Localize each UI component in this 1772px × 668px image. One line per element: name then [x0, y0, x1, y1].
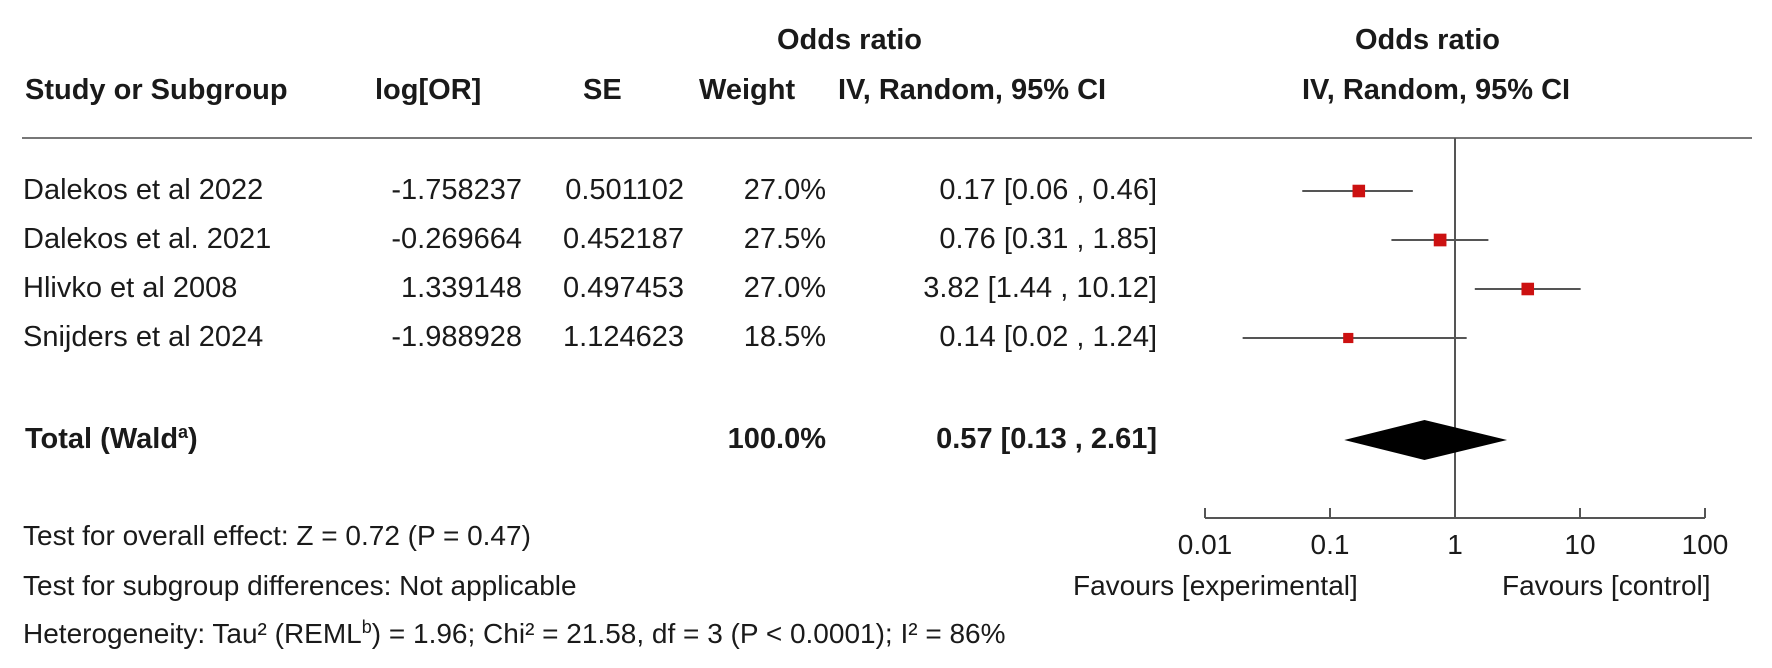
x-axis-tick-label: 0.01	[1178, 529, 1233, 560]
study-se: 0.501102	[565, 174, 684, 206]
or-method-header: IV, Random, 95% CI	[838, 74, 1107, 106]
overall-effect-test: Test for overall effect: Z = 0.72 (P = 0…	[23, 520, 531, 551]
study-ci: 0.17 [0.06 , 0.46]	[939, 174, 1157, 206]
study-column-header: Study or Subgroup	[25, 74, 288, 106]
heterogeneity-statistics: Heterogeneity: Tau² (REMLb) = 1.96; Chi²…	[23, 617, 1006, 649]
total-label: Total (Walda)	[25, 422, 198, 455]
total-footnote-marker: a	[178, 422, 189, 442]
study-name: Snijders et al 2024	[23, 321, 264, 353]
study-weight: 27.0%	[743, 174, 826, 206]
study-name: Dalekos et al. 2021	[23, 223, 272, 255]
se-column-header: SE	[583, 74, 622, 106]
subgroup-differences-test: Test for subgroup differences: Not appli…	[23, 570, 577, 601]
weight-column-header: Weight	[699, 74, 796, 106]
or-column-title: Odds ratio	[777, 24, 923, 56]
x-axis-tick-label: 1	[1447, 529, 1463, 560]
favours-right-label: Favours [control]	[1502, 570, 1711, 601]
x-axis-tick-label: 10	[1564, 529, 1595, 560]
study-se: 1.124623	[563, 321, 684, 353]
study-ci: 0.76 [0.31 , 1.85]	[939, 223, 1157, 255]
heterogeneity-footnote-marker: b	[361, 617, 372, 637]
study-name: Hlivko et al 2008	[23, 272, 238, 304]
study-se: 0.452187	[563, 223, 684, 255]
study-weight: 27.5%	[743, 223, 826, 255]
pooled-estimate-diamond	[1344, 420, 1508, 460]
point-estimate-marker	[1343, 332, 1354, 344]
point-estimate-marker	[1352, 184, 1366, 198]
study-weight: 18.5%	[743, 321, 826, 353]
plot-column-title: Odds ratio	[1355, 24, 1501, 56]
study-ci: 0.14 [0.02 , 1.24]	[939, 321, 1157, 353]
study-logor: 1.339148	[401, 272, 522, 304]
study-logor: -0.269664	[391, 223, 522, 255]
total-ci: 0.57 [0.13 , 2.61]	[936, 423, 1157, 455]
x-axis-tick-label: 0.1	[1311, 529, 1350, 560]
favours-left-label: Favours [experimental]	[1073, 570, 1358, 601]
study-logor: -1.758237	[391, 174, 522, 206]
logor-column-header: log[OR]	[375, 74, 482, 106]
study-name: Dalekos et al 2022	[23, 174, 264, 206]
study-ci: 3.82 [1.44 , 10.12]	[923, 272, 1157, 304]
study-logor: -1.988928	[391, 321, 522, 353]
study-weight: 27.0%	[743, 272, 826, 304]
point-estimate-marker	[1433, 233, 1447, 247]
point-estimate-marker	[1521, 282, 1535, 296]
plot-method-header: IV, Random, 95% CI	[1302, 74, 1571, 106]
study-se: 0.497453	[563, 272, 684, 304]
x-axis-tick-label: 100	[1682, 529, 1729, 560]
total-weight: 100.0%	[727, 423, 826, 455]
